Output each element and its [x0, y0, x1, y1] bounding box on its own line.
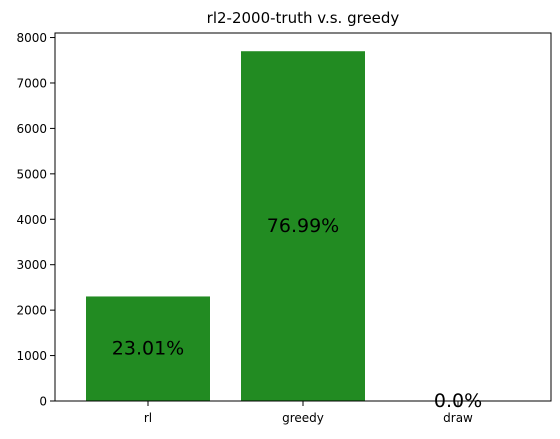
y-tick-label: 5000 — [16, 167, 47, 181]
y-tick-label: 8000 — [16, 31, 47, 45]
x-tick-label-draw: draw — [443, 411, 473, 425]
x-tick-label-greedy: greedy — [282, 411, 324, 425]
y-tick-label: 4000 — [16, 213, 47, 227]
y-tick-label: 2000 — [16, 304, 47, 318]
x-tick-label-rl: rl — [144, 411, 152, 425]
data-label-greedy: 76.99% — [267, 215, 339, 237]
x-axis: rl greedy draw — [144, 401, 473, 425]
bar-greedy — [241, 51, 365, 402]
y-tick-label: 3000 — [16, 258, 47, 272]
bars-group — [86, 51, 365, 402]
y-tick-label: 6000 — [16, 122, 47, 136]
data-label-rl: 23.01% — [112, 338, 184, 360]
y-tick-label: 1000 — [16, 349, 47, 363]
chart-title: rl2-2000-truth v.s. greedy — [207, 9, 400, 27]
bar-rl — [86, 296, 210, 401]
y-tick-label: 0 — [39, 395, 47, 409]
y-tick-label: 7000 — [16, 76, 47, 90]
plot-area-frame — [54, 32, 552, 402]
y-axis: 0 1000 2000 3000 4000 5000 6000 7000 8000 — [16, 31, 55, 409]
